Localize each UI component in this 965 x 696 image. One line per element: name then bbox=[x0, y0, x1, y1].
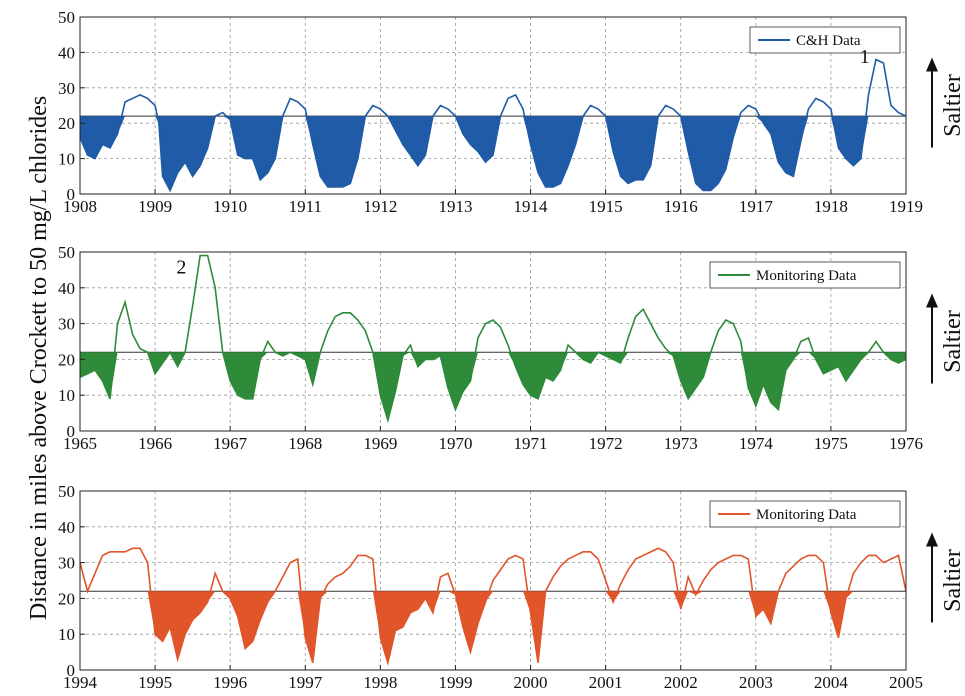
y-tick-label: 30 bbox=[58, 315, 75, 334]
x-tick-label: 1976 bbox=[889, 434, 923, 453]
x-tick-label: 1919 bbox=[889, 197, 923, 216]
x-tick-label: 1998 bbox=[363, 673, 397, 692]
x-tick-label: 1908 bbox=[63, 197, 97, 216]
x-tick-label: 1994 bbox=[63, 673, 98, 692]
saltier-label: Saltier bbox=[940, 549, 965, 612]
y-tick-label: 40 bbox=[58, 43, 75, 62]
y-tick-label: 0 bbox=[67, 185, 76, 204]
legend-label: Monitoring Data bbox=[756, 268, 857, 284]
x-tick-label: 1995 bbox=[138, 673, 172, 692]
y-tick-label: 0 bbox=[67, 422, 76, 441]
x-tick-label: 1966 bbox=[138, 434, 172, 453]
x-tick-label: 2004 bbox=[814, 673, 849, 692]
series-line bbox=[79, 547, 907, 666]
x-tick-label: 2003 bbox=[739, 673, 773, 692]
y-axis-label: Distance in miles above Crockett to 50 m… bbox=[26, 96, 52, 620]
x-tick-label: 1909 bbox=[138, 197, 172, 216]
y-tick-label: 10 bbox=[58, 625, 75, 644]
y-tick-label: 40 bbox=[58, 279, 75, 298]
x-tick-label: 1965 bbox=[63, 434, 97, 453]
chart-panel-3: 0 10 20 30 40 50 1994 1995 1996 1997 1998 1999 2000 2… bbox=[58, 482, 965, 692]
chart-panel-1: 0 10 20 30 40 50 1908 1909 1910 1911 1912 1913 1914 1… bbox=[58, 8, 965, 216]
y-tick-label: 20 bbox=[58, 350, 75, 369]
x-tick-label: 1969 bbox=[363, 434, 397, 453]
y-tick-label: 40 bbox=[58, 518, 75, 537]
plot-frame bbox=[79, 490, 907, 671]
x-tick-label: 1971 bbox=[514, 434, 548, 453]
x-tick-label: 1974 bbox=[739, 434, 774, 453]
x-tick-label: 1917 bbox=[739, 197, 774, 216]
x-tick-label: 1915 bbox=[589, 197, 623, 216]
y-tick-label: 0 bbox=[67, 661, 76, 680]
annotation-label: 2 bbox=[176, 256, 186, 278]
series-fill bbox=[80, 352, 906, 421]
x-tick-label: 1913 bbox=[438, 197, 472, 216]
x-tick-label: 1967 bbox=[213, 434, 248, 453]
y-tick-label: 50 bbox=[58, 8, 75, 27]
y-tick-label: 20 bbox=[58, 589, 75, 608]
series-fill bbox=[80, 591, 906, 663]
series-line bbox=[79, 58, 907, 193]
x-tick-label: 2005 bbox=[889, 673, 923, 692]
plot-frame bbox=[79, 16, 907, 195]
saltier-arrow-icon bbox=[926, 532, 938, 547]
x-tick-label: 1914 bbox=[514, 197, 549, 216]
x-tick-label: 1916 bbox=[664, 197, 698, 216]
annotation-label: 1 bbox=[860, 46, 870, 68]
y-tick-label: 10 bbox=[58, 150, 75, 169]
x-tick-label: 2002 bbox=[664, 673, 698, 692]
series-line bbox=[79, 254, 907, 424]
x-tick-label: 1968 bbox=[288, 434, 322, 453]
x-tick-label: 2001 bbox=[589, 673, 623, 692]
saltier-label: Saltier bbox=[940, 310, 965, 373]
y-tick-label: 20 bbox=[58, 114, 75, 133]
x-tick-label: 1918 bbox=[814, 197, 848, 216]
y-tick-label: 30 bbox=[58, 79, 75, 98]
x-tick-label: 1999 bbox=[438, 673, 472, 692]
saltier-label: Saltier bbox=[940, 74, 965, 137]
saltier-arrow-icon bbox=[926, 57, 938, 72]
x-tick-label: 1912 bbox=[363, 197, 397, 216]
y-tick-label: 30 bbox=[58, 554, 75, 573]
chart-panel-2: 0 10 20 30 40 50 1965 1966 1967 1968 1969 1970 1971 1… bbox=[58, 243, 965, 453]
legend-label: C&H Data bbox=[796, 33, 861, 49]
x-tick-label: 1911 bbox=[289, 197, 322, 216]
x-tick-label: 1970 bbox=[438, 434, 472, 453]
x-tick-label: 1997 bbox=[288, 673, 323, 692]
x-tick-label: 1975 bbox=[814, 434, 848, 453]
x-tick-label: 1972 bbox=[589, 434, 623, 453]
x-tick-label: 1973 bbox=[664, 434, 698, 453]
y-tick-label: 10 bbox=[58, 386, 75, 405]
saltier-arrow-icon bbox=[926, 293, 938, 308]
x-tick-label: 1910 bbox=[213, 197, 247, 216]
legend-label: Monitoring Data bbox=[756, 507, 857, 523]
plot-frame bbox=[79, 251, 907, 432]
x-tick-label: 2000 bbox=[514, 673, 548, 692]
y-tick-label: 50 bbox=[58, 482, 75, 501]
x-tick-label: 1996 bbox=[213, 673, 247, 692]
y-tick-label: 50 bbox=[58, 243, 75, 262]
